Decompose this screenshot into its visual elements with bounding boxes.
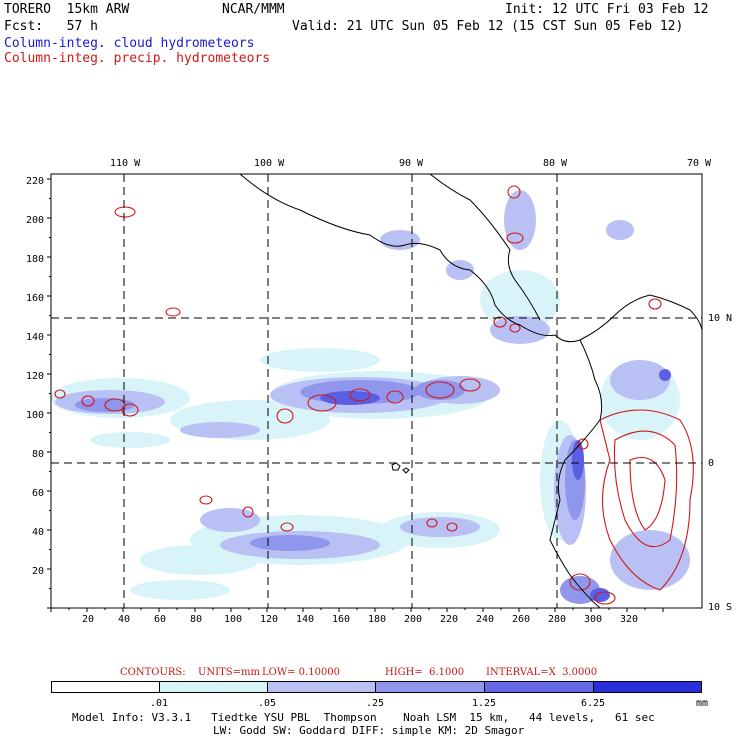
contour-label: CONTOURS: <box>120 667 186 678</box>
y-tick-marks <box>47 178 51 609</box>
lat-lon-grid <box>51 174 702 608</box>
model-info-line2: LW: Godd SW: Goddard DIFF: simple KM: 2D… <box>213 724 525 737</box>
field-cloud-label: Column-integ. cloud hydrometeors <box>4 36 255 51</box>
y-tick-label: 220 <box>26 176 45 187</box>
map-frame <box>50 173 703 609</box>
x-tick-label: 200 <box>404 614 423 625</box>
precip-contours <box>54 185 694 605</box>
model-center: NCAR/MMM <box>222 2 285 17</box>
colorbar-label: 1.25 <box>471 698 497 709</box>
x-tick-label: 80 <box>190 614 203 625</box>
y-tick-label: 80 <box>32 449 45 460</box>
lon-label-90w: 90 W <box>399 158 424 169</box>
colorbar-label: .01 <box>149 698 169 709</box>
y-tick-label: 40 <box>32 527 45 538</box>
model-title: TORERO 15km ARW <box>4 2 130 17</box>
y-tick-label: 60 <box>32 488 45 499</box>
x-tick-label: 140 <box>296 614 315 625</box>
contour-low: LOW= 0.10000 <box>262 667 341 678</box>
y-tick-label: 100 <box>26 410 45 421</box>
field-precip-label: Column-integ. precip. hydrometeors <box>4 51 271 66</box>
colorbar-label: .25 <box>365 698 385 709</box>
lat-label-10n: 10 N <box>708 313 733 324</box>
lon-label-110w: 110 W <box>110 158 141 169</box>
x-tick-label: 240 <box>476 614 495 625</box>
y-tick-label: 140 <box>26 332 45 343</box>
colorbar-label: 6.25 <box>580 698 606 709</box>
contour-interval: INTERVAL=X 3.0000 <box>486 667 598 678</box>
y-tick-label: 20 <box>32 566 45 577</box>
colorbar-bin-3 <box>375 681 485 693</box>
colorbar-bin-0 <box>51 681 160 693</box>
valid-time: Valid: 21 UTC Sun 05 Feb 12 (15 CST Sun … <box>292 19 684 34</box>
contour-high: HIGH= 6.1000 <box>385 667 465 678</box>
x-tick-label: 180 <box>368 614 387 625</box>
x-tick-label: 20 <box>82 614 95 625</box>
x-tick-label: 100 <box>224 614 243 625</box>
lon-label-80w: 80 W <box>543 158 568 169</box>
y-tick-label: 180 <box>26 254 45 265</box>
lon-label-70w: 70 W <box>687 158 712 169</box>
x-tick-label: 120 <box>260 614 279 625</box>
y-tick-label: 200 <box>26 215 45 226</box>
model-info-line1: Model Info: V3.3.1 Tiedtke YSU PBL Thomp… <box>72 711 655 724</box>
x-tick-label: 40 <box>118 614 131 625</box>
lat-label-10s: 10 S <box>708 602 733 613</box>
x-tick-label: 260 <box>512 614 531 625</box>
x-tick-marks <box>50 608 664 612</box>
x-tick-label: 280 <box>548 614 567 625</box>
coastlines <box>239 174 702 608</box>
x-tick-label: 300 <box>584 614 603 625</box>
x-tick-label: 160 <box>332 614 351 625</box>
colorbar-bin-1 <box>159 681 268 693</box>
x-tick-label: 60 <box>154 614 167 625</box>
lat-label-0: 0 <box>708 458 715 469</box>
init-time: Init: 12 UTC Fri 03 Feb 12 <box>505 2 709 17</box>
colorbar-unit: mm <box>695 698 709 709</box>
y-tick-label: 160 <box>26 293 45 304</box>
contour-units: UNITS=mm <box>198 667 260 678</box>
hydrometeor-field <box>51 174 702 608</box>
colorbar-bin-5 <box>593 681 702 693</box>
colorbar-bin-4 <box>484 681 594 693</box>
x-tick-label: 320 <box>620 614 639 625</box>
lon-label-100w: 100 W <box>254 158 285 169</box>
x-tick-label: 220 <box>440 614 459 625</box>
forecast-hour: Fcst: 57 h <box>4 19 98 34</box>
y-tick-label: 120 <box>26 371 45 382</box>
colorbar-label: .05 <box>257 698 277 709</box>
colorbar-bin-2 <box>267 681 376 693</box>
